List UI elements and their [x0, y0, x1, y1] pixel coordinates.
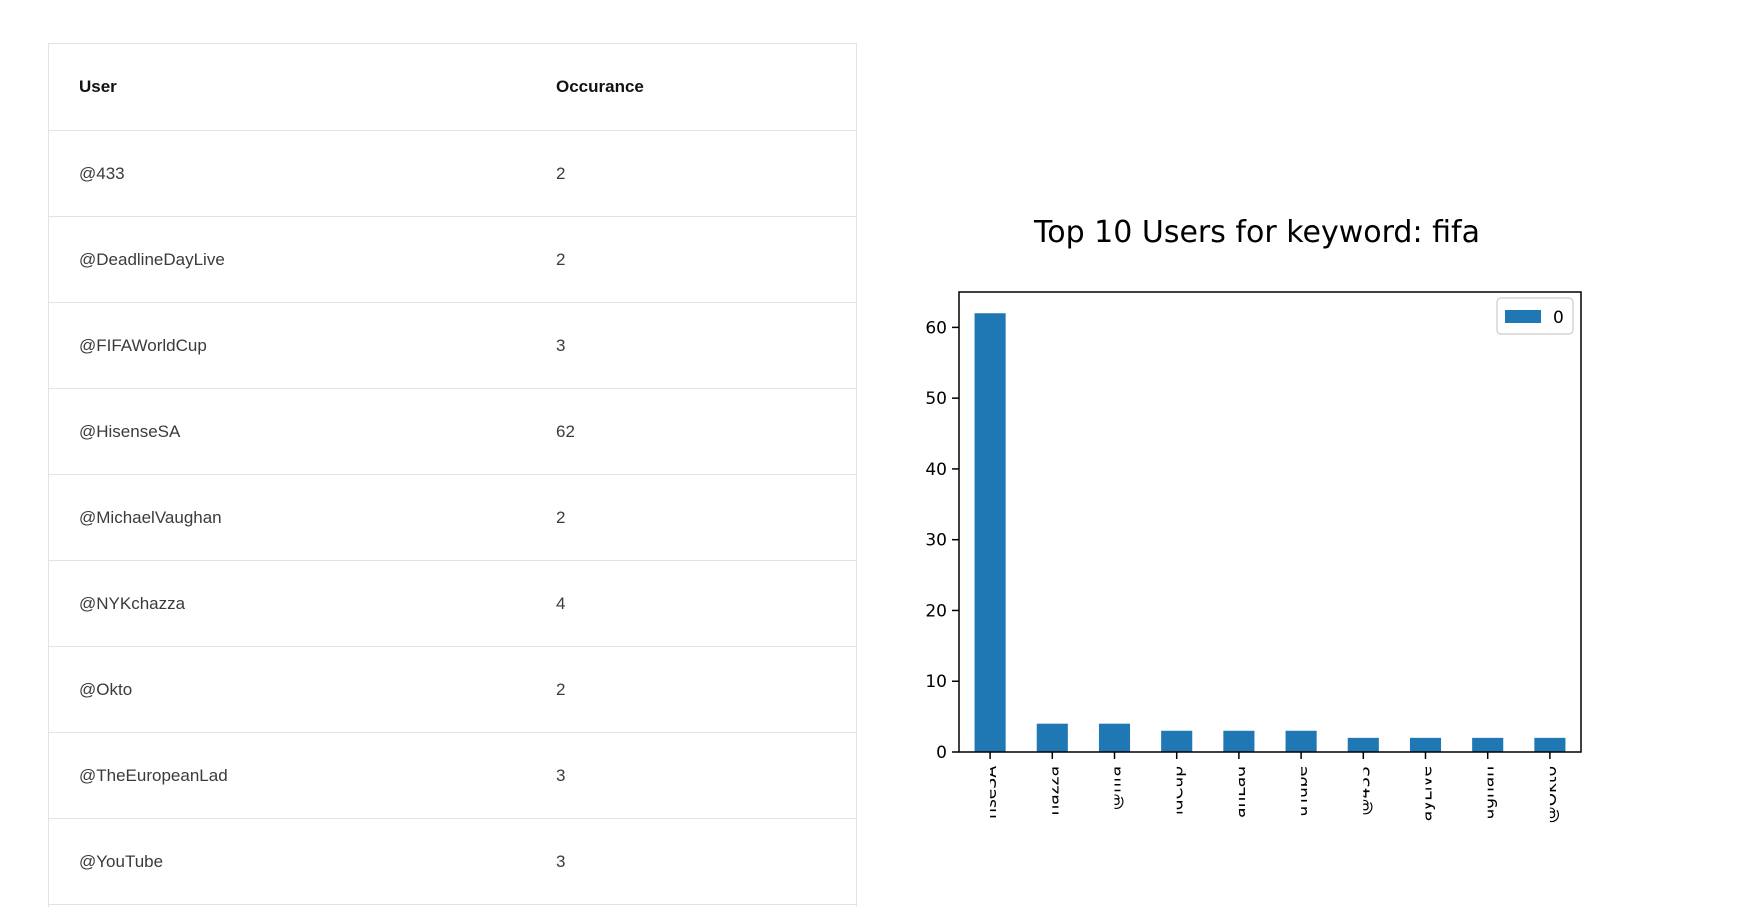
user-occurrence-table: User Occurance @433 2 @DeadlineDayLive 2 @FI… [48, 43, 857, 907]
occurance-cell: 3 [556, 851, 566, 871]
legend-label: 0 [1553, 308, 1564, 328]
bar-5 [1285, 730, 1317, 752]
table-row: @TheEuropeanLad 3 [49, 733, 856, 819]
plot-frame [958, 291, 1582, 753]
occurance-cell: 2 [556, 163, 566, 183]
table-row: @MichaelVaughan 2 [49, 475, 856, 561]
bar-1 [1036, 723, 1068, 752]
header-user: User [79, 77, 117, 96]
table-row: @Okto 2 [49, 647, 856, 733]
bar-chart-svg: Top 10 Users for keyword: fifa 0 10 20 30 40… [925, 215, 1582, 823]
bar-0 [974, 313, 1006, 752]
x-tick-label-2: @fifa [1106, 766, 1126, 810]
bar-2 [1098, 723, 1131, 752]
user-cell: @NYKchazza [79, 593, 186, 613]
y-tick-label-5: 50 [925, 389, 947, 409]
chart-title: Top 10 Users for keyword: fifa [1033, 215, 1480, 250]
top-users-chart: Top 10 Users for keyword: fifa 0 10 20 30 40… [890, 200, 1610, 840]
bar-6 [1347, 737, 1379, 752]
bar-7 [1409, 737, 1442, 752]
x-tick-label-5: uTube [1292, 766, 1312, 817]
bar-8 [1472, 737, 1504, 752]
occurance-cell: 62 [556, 421, 575, 441]
occurance-cell: 3 [556, 335, 566, 355]
y-tick-label-4: 40 [925, 460, 947, 480]
x-tick-label-4: anLad [1230, 766, 1250, 818]
bar-3 [1161, 730, 1193, 752]
y-tick-label-6: 60 [925, 318, 947, 338]
occurance-cell: 2 [556, 507, 566, 527]
x-tick-label-8: ughan [1479, 766, 1499, 820]
x-tick-label-0: nseSA [981, 766, 1001, 819]
table-row: @433 2 [49, 131, 856, 217]
bar-9 [1534, 737, 1566, 752]
y-tick-label-1: 10 [925, 672, 947, 692]
x-tick-label-3: ldCup [1168, 766, 1188, 815]
table-body: @433 2 @DeadlineDayLive 2 @FIFAWorldCup 3 @His… [49, 131, 856, 905]
header-occurance: Occurance [556, 77, 644, 96]
user-cell: @YouTube [79, 851, 164, 871]
user-cell: @MichaelVaughan [79, 507, 222, 527]
user-cell: @HisenseSA [79, 421, 181, 441]
bar-4 [1223, 730, 1255, 752]
user-cell: @433 [79, 163, 125, 183]
table-row: @NYKchazza 4 [49, 561, 856, 647]
table-row: @DeadlineDayLive 2 [49, 217, 856, 303]
table-row: @YouTube 3 [49, 819, 856, 905]
user-cell: @FIFAWorldCup [79, 335, 207, 355]
occurance-cell: 3 [556, 765, 566, 785]
legend-swatch [1505, 310, 1541, 323]
user-cell: @DeadlineDayLive [79, 249, 225, 269]
y-tick-label-2: 20 [925, 601, 947, 621]
y-tick-label-3: 30 [925, 531, 947, 551]
y-tick-label-0: 0 [936, 743, 947, 763]
occurance-cell: 4 [556, 593, 566, 613]
table-row: @HisenseSA 62 [49, 389, 856, 475]
occurance-cell: 2 [556, 249, 566, 269]
x-tick-label-6: @433 [1354, 766, 1374, 815]
x-tick-label-7: ayLive [1417, 766, 1437, 821]
x-tick-label-9: @Okto [1541, 766, 1561, 823]
occurance-cell: 2 [556, 679, 566, 699]
user-cell: @Okto [79, 679, 133, 699]
table-header-row: User Occurance [49, 44, 856, 131]
x-tick-label-1: hazza [1043, 766, 1063, 815]
table-row: @FIFAWorldCup 3 [49, 303, 856, 389]
user-cell: @TheEuropeanLad [79, 765, 228, 785]
